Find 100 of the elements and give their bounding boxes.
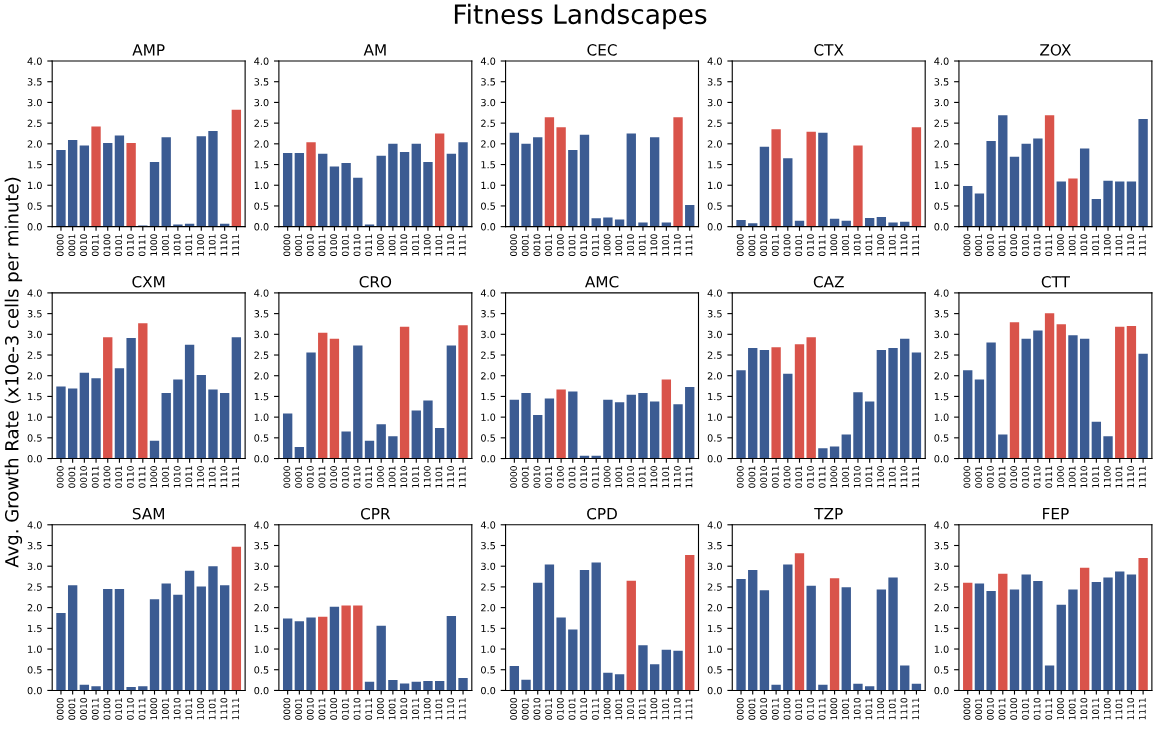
- x-tick-label: 0101: [341, 466, 349, 488]
- x-tick-label: 0100: [783, 697, 791, 720]
- y-tick-label: 0.0: [707, 455, 722, 463]
- y-tick-label: 3.0: [481, 98, 496, 107]
- x-tick-label: 0011: [91, 698, 99, 720]
- chart-title: AMC: [585, 276, 619, 288]
- x-tick-label: 1110: [900, 697, 908, 720]
- y-tick-label: 0.5: [934, 434, 949, 442]
- y-tick-label: 3.5: [707, 310, 722, 318]
- y-tick-label: 0.0: [934, 455, 949, 463]
- x-tick-label: 1001: [615, 466, 623, 488]
- x-tick-label: 1000: [830, 466, 838, 488]
- x-tick-label: 0110: [353, 234, 361, 256]
- x-tick-label: 1100: [877, 466, 884, 488]
- x-tick-label: 1011: [865, 466, 873, 488]
- x-tick-label: 0001: [748, 466, 756, 488]
- x-tick-label: 0001: [748, 698, 756, 720]
- x-tick-label: 0101: [1021, 466, 1029, 488]
- y-tick-label: 2.0: [481, 140, 496, 148]
- x-tick-label: 1010: [627, 697, 634, 720]
- x-tick-label: 1101: [1115, 698, 1123, 720]
- y-tick-label: 1.5: [28, 161, 42, 169]
- x-tick-label: 1011: [185, 466, 193, 488]
- y-tick-label: 2.5: [481, 351, 496, 359]
- y-tick-label: 2.0: [27, 604, 42, 612]
- y-tick-label: 3.0: [254, 562, 269, 571]
- y-tick-label: 2.5: [934, 583, 949, 591]
- x-tick-label: 1000: [376, 234, 384, 256]
- y-tick-label: 3.0: [254, 98, 269, 107]
- x-tick-label: 0111: [818, 234, 826, 256]
- x-tick-label: 1111: [232, 234, 239, 256]
- x-tick-label: 1110: [447, 234, 454, 256]
- y-tick-label: 0.0: [254, 455, 269, 463]
- x-tick-label: 0111: [818, 698, 826, 720]
- y-tick-label: 1.0: [934, 181, 949, 190]
- x-tick-label: 0101: [1021, 234, 1029, 256]
- x-tick-label: 1100: [197, 466, 204, 488]
- x-tick-label: 0010: [760, 697, 768, 720]
- x-tick-label: 1000: [376, 466, 384, 488]
- x-tick-label: 1111: [458, 466, 466, 488]
- y-tick-label: 2.0: [481, 372, 496, 380]
- x-tick-label: 0010: [986, 697, 994, 720]
- y-tick-label: 1.5: [254, 393, 269, 401]
- x-tick-label: 1101: [435, 466, 443, 488]
- x-tick-label: 1110: [900, 466, 908, 488]
- x-tick-label: 1100: [423, 234, 431, 256]
- y-tick-label: 1.0: [934, 645, 949, 653]
- x-tick-label: 0001: [68, 698, 76, 720]
- y-tick-label: 0.0: [481, 686, 496, 695]
- x-tick-label: 1111: [685, 466, 693, 488]
- x-tick-label: 0101: [795, 234, 803, 256]
- chart-title: FEP: [1043, 508, 1069, 520]
- x-tick-label: 1011: [412, 466, 419, 488]
- x-tick-label: 1010: [1080, 697, 1088, 720]
- x-tick-label: 0011: [771, 466, 779, 488]
- y-tick-label: 4.0: [707, 289, 722, 297]
- x-tick-label: 1101: [1115, 466, 1123, 488]
- y-tick-label: 3.5: [934, 78, 949, 86]
- y-tick-label: 0.5: [934, 666, 949, 674]
- y-tick-label: 3.5: [481, 78, 496, 86]
- y-tick-label: 1.5: [708, 161, 722, 169]
- x-tick-label: 1001: [388, 466, 396, 488]
- x-tick-label: 1110: [220, 234, 228, 256]
- x-tick-label: 0100: [556, 234, 564, 256]
- y-tick-label: 1.5: [708, 393, 722, 401]
- y-tick-label: 2.5: [707, 583, 722, 591]
- x-tick-label: 0110: [580, 697, 588, 720]
- x-tick-label: 0010: [986, 234, 994, 256]
- x-tick-label: 0111: [365, 234, 373, 256]
- x-tick-label: 1010: [853, 234, 861, 256]
- y-tick-label: 2.0: [27, 372, 42, 380]
- y-tick-label: 2.0: [934, 372, 949, 380]
- x-tick-label: 0110: [1033, 697, 1041, 720]
- y-tick-label: 1.0: [708, 413, 722, 421]
- y-tick-label: 0.0: [934, 686, 949, 695]
- x-tick-label: 0011: [318, 698, 326, 720]
- x-tick-label: 1100: [197, 697, 204, 720]
- x-tick-label: 1000: [603, 466, 611, 488]
- y-tick-label: 0.5: [481, 434, 496, 442]
- x-tick-label: 0100: [1010, 466, 1018, 488]
- x-tick-label: 0111: [138, 698, 146, 720]
- x-tick-label: 1010: [1080, 466, 1088, 488]
- y-tick-label: 2.5: [27, 351, 42, 359]
- x-tick-label: 0000: [283, 234, 291, 256]
- x-tick-label: 0000: [963, 697, 971, 720]
- y-tick-label: 2.5: [481, 119, 496, 127]
- y-tick-label: 0.5: [254, 434, 269, 442]
- x-tick-label: 0110: [806, 234, 814, 256]
- y-tick-label: 0.5: [707, 666, 722, 674]
- x-tick-label: 1110: [673, 466, 681, 488]
- y-tick-label: 4.0: [27, 289, 42, 297]
- y-tick-label: 2.5: [254, 583, 269, 591]
- x-tick-label: 0110: [580, 234, 588, 256]
- x-tick-label: 0010: [306, 466, 314, 488]
- x-tick-label: 1101: [435, 234, 443, 256]
- x-tick-label: 0110: [1033, 234, 1041, 256]
- x-tick-label: 1001: [388, 234, 396, 256]
- x-tick-label: 0100: [330, 466, 338, 488]
- x-tick-label: 1001: [1068, 698, 1076, 720]
- y-tick-label: 2.5: [707, 351, 722, 359]
